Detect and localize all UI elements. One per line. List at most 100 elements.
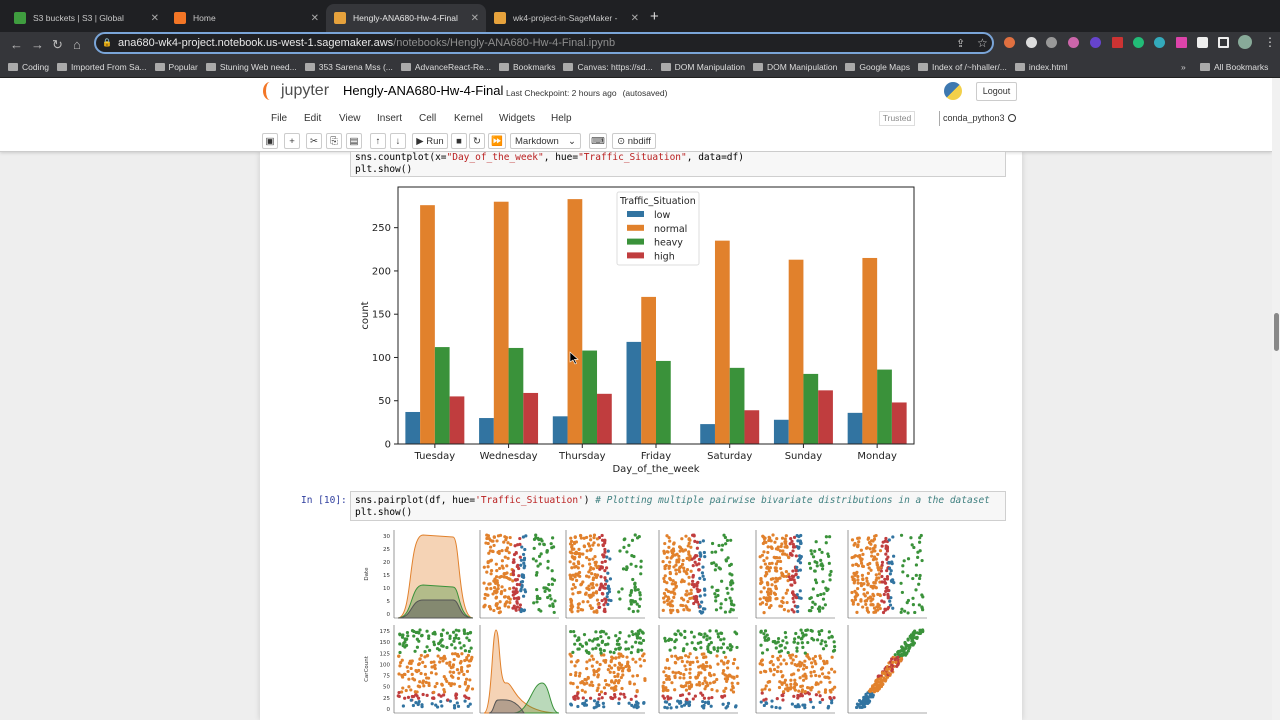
url-input[interactable]: ana680-wk4-project.notebook.us-west-1.sa… [94, 32, 994, 54]
extension-icon[interactable] [1133, 37, 1144, 48]
scatter-point [665, 534, 669, 538]
extension-icon[interactable] [1176, 37, 1187, 48]
save-icon[interactable]: ▣ [262, 133, 278, 149]
scatter-point [617, 661, 622, 665]
extension-icon[interactable] [1004, 37, 1015, 48]
bookmark-item[interactable]: 353 Sarena Mss (... [304, 62, 393, 72]
scatter-point [765, 648, 769, 652]
trusted-indicator[interactable]: Trusted [879, 111, 915, 126]
jupyter-logo[interactable]: jupyter [281, 82, 330, 99]
extension-icon[interactable] [1046, 37, 1057, 48]
scatter-point [723, 655, 728, 659]
close-tab-icon[interactable]: ✕ [470, 12, 479, 24]
cell-type-select[interactable]: Markdown ⌄ [510, 133, 581, 149]
extension-icon[interactable] [1090, 37, 1101, 48]
menu-edit[interactable]: Edit [304, 113, 322, 124]
bookmark-item[interactable]: index.html [1014, 62, 1068, 72]
scrollbar-thumb[interactable] [1274, 313, 1279, 351]
bookmark-item[interactable]: AdvanceReact-Re... [400, 62, 491, 72]
bookmark-item[interactable]: Canvas: https://sd... [563, 62, 653, 72]
run-button[interactable]: ▶ Run [412, 133, 448, 149]
close-tab-icon[interactable]: ✕ [150, 12, 159, 24]
menu-help[interactable]: Help [551, 113, 572, 124]
back-icon[interactable]: ← [10, 37, 23, 52]
extension-icon[interactable] [1154, 37, 1165, 48]
scatter-point [767, 538, 771, 543]
nbdiff-button[interactable]: ⊙ nbdiff [612, 133, 656, 149]
restart-icon[interactable]: ↻ [469, 133, 485, 149]
scatter-point [790, 608, 794, 612]
new-tab-button[interactable]: + [650, 8, 659, 25]
kernel-name[interactable]: conda_python3 [939, 111, 1005, 126]
menu-view[interactable]: View [339, 113, 361, 124]
scatter-point [860, 557, 864, 561]
paste-icon[interactable]: ▤ [346, 133, 362, 149]
bookmark-item[interactable]: Coding [8, 62, 49, 72]
code-cell-pairplot[interactable]: sns.pairplot(df, hue='Traffic_Situation'… [350, 491, 1006, 521]
scatter-point [920, 558, 924, 563]
stop-icon[interactable]: ■ [451, 133, 467, 149]
bookmark-item[interactable]: Index of /~hhaller/... [917, 62, 1007, 72]
scatter-point [414, 701, 418, 705]
star-icon[interactable]: ☆ [977, 36, 988, 50]
bookmark-item[interactable]: Google Maps [845, 62, 910, 72]
scatter-point [814, 540, 818, 544]
scatter-point [821, 597, 826, 601]
extension-icon[interactable] [1026, 37, 1037, 48]
menu-insert[interactable]: Insert [377, 113, 403, 124]
more-bookmarks-icon[interactable]: » [1181, 62, 1186, 72]
browser-tab[interactable]: wk4-project-in-SageMaker - ✕ [486, 4, 646, 32]
code-string: 'Traffic_Situation' [475, 495, 584, 506]
share-icon[interactable]: ⇪ [956, 38, 966, 50]
extension-icon[interactable] [1068, 37, 1079, 48]
move-down-icon[interactable]: ↓ [390, 133, 406, 149]
scatter-point [514, 608, 518, 612]
bookmark-item[interactable]: Bookmarks [498, 62, 555, 72]
avatar[interactable] [1238, 35, 1252, 49]
scatter-point [759, 659, 764, 663]
cut-icon[interactable]: ✂ [306, 133, 322, 149]
logout-button[interactable]: Logout [976, 82, 1017, 101]
menu-icon[interactable]: ⋮ [1264, 35, 1276, 49]
copy-icon[interactable]: ⎘ [326, 133, 342, 149]
browser-tab[interactable]: Hengly-ANA680-Hw-4-Final ✕ [326, 4, 486, 32]
scatter-point [725, 704, 730, 708]
scatter-point [772, 591, 776, 595]
menu-cell[interactable]: Cell [419, 113, 437, 124]
browser-tab[interactable]: S3 buckets | S3 | Global ✕ [6, 4, 166, 32]
home-icon[interactable]: ⌂ [73, 37, 81, 52]
scatter-point [888, 603, 893, 607]
scatter-point [449, 683, 453, 688]
menu-file[interactable]: File [271, 113, 288, 124]
add-cell-icon[interactable]: + [284, 133, 300, 149]
menu-kernel[interactable]: Kernel [454, 113, 483, 124]
forward-icon[interactable]: → [31, 37, 44, 52]
scatter-point [512, 596, 516, 600]
scrollbar[interactable] [1272, 78, 1280, 720]
close-tab-icon[interactable]: ✕ [310, 12, 319, 24]
scatter-point [592, 706, 596, 710]
close-tab-icon[interactable]: ✕ [630, 12, 639, 24]
bookmark-item[interactable]: Stuning Web need... [205, 62, 297, 72]
fast-forward-icon[interactable]: ⏩ [488, 133, 506, 149]
puzzle-icon[interactable] [1197, 37, 1208, 48]
browser-tab[interactable]: Home ✕ [166, 4, 326, 32]
notebook-title[interactable]: Hengly-ANA680-Hw-4-Final [343, 83, 504, 98]
menu-widgets[interactable]: Widgets [499, 113, 536, 124]
bookmark-item[interactable]: DOM Manipulation [660, 62, 745, 72]
scatter-point [598, 630, 603, 634]
bookmark-item[interactable]: Imported From Sa... [56, 62, 147, 72]
bookmark-item[interactable]: DOM Manipulation [753, 62, 837, 72]
bookmark-item[interactable]: Popular [154, 62, 198, 72]
code-cell-countplot[interactable]: sns.countplot(x="Day_of_the_week", hue="… [350, 152, 1006, 177]
scatter-point [786, 579, 790, 583]
scatter-point [466, 704, 470, 708]
scatter-point [637, 604, 641, 608]
keyboard-icon[interactable]: ⌨ [589, 133, 607, 149]
all-bookmarks[interactable]: All Bookmarks [1200, 62, 1268, 72]
scatter-point [799, 541, 803, 545]
reload-icon[interactable]: ↻ [52, 37, 63, 52]
move-up-icon[interactable]: ↑ [370, 133, 386, 149]
extension-icon[interactable] [1112, 37, 1123, 48]
sidepanel-icon[interactable] [1218, 37, 1229, 48]
